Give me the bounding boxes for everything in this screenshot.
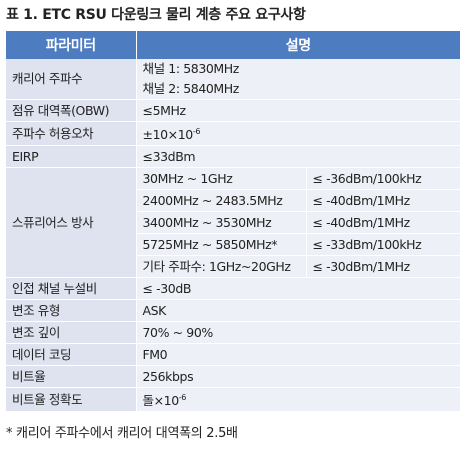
spurious-limit: ≤ -36dBm/100kHz	[306, 167, 460, 190]
header-desc: 설명	[136, 31, 460, 59]
param-bitrate: 비트율	[6, 365, 137, 388]
value-modtype: ASK	[136, 299, 460, 322]
value-obw: ≤5MHz	[136, 99, 460, 122]
param-obw: 점유 대역폭(OBW)	[6, 99, 137, 122]
carrier-channel-1: 채널 1: 5830MHz	[142, 61, 240, 76]
table-row: 주파수 허용오차 ±10×10-6	[6, 121, 460, 146]
spurious-range: 2400MHz ~ 2483.5MHz	[136, 189, 307, 212]
carrier-channel-2: 채널 2: 5840MHz	[142, 81, 240, 96]
table-row: 변조 깊이 70% ~ 90%	[6, 321, 460, 344]
table-row: EIRP ≤33dBm	[6, 145, 460, 168]
param-tolerance: 주파수 허용오차	[6, 121, 137, 146]
table-row: 비트율 256kbps	[6, 365, 460, 388]
table-caption: 표 1. ETC RSU 다운링크 물리 계층 주요 요구사항	[6, 7, 306, 23]
param-bitacc: 비트율 정확도	[6, 387, 137, 412]
table-row: 인접 채널 누설비 ≤ -30dB	[6, 277, 460, 300]
param-modtype: 변조 유형	[6, 299, 137, 322]
header-param: 파라미터	[6, 31, 137, 59]
table-row: 비트율 정확도 돌×10-6	[6, 387, 460, 412]
table-row: 2400MHz ~ 2483.5MHz ≤ -40dBm/1MHz	[6, 189, 460, 212]
table-header-row: 파라미터 설명	[6, 31, 460, 59]
param-carrier: 캐리어 주파수	[6, 59, 137, 100]
table-row: 점유 대역폭(OBW) ≤5MHz	[6, 99, 460, 122]
value-carrier: 채널 1: 5830MHz 채널 2: 5840MHz	[136, 59, 460, 100]
spurious-range: 기타 주파수: 1GHz~20GHz	[136, 255, 307, 278]
value-coding: FM0	[136, 343, 460, 366]
spurious-limit: ≤ -40dBm/1MHz	[306, 189, 460, 212]
param-acl: 인접 채널 누설비	[6, 277, 137, 300]
param-coding: 데이터 코딩	[6, 343, 137, 366]
table-row: 5725MHz ~ 5850MHz* ≤ -33dBm/100kHz	[6, 233, 460, 256]
table-footnote: * 캐리어 주파수에서 캐리어 대역폭의 2.5배	[6, 426, 238, 441]
tolerance-base: ±10×10	[142, 127, 194, 142]
requirements-table: 파라미터 설명 캐리어 주파수 채널 1: 5830MHz 채널 2: 5840…	[6, 31, 460, 412]
table-row: 기타 주파수: 1GHz~20GHz ≤ -30dBm/1MHz	[6, 255, 460, 278]
table-row: 3400MHz ~ 3530MHz ≤ -40dBm/1MHz	[6, 211, 460, 234]
table-row: 스퓨리어스 방사 30MHz ~ 1GHz ≤ -36dBm/100kHz	[6, 167, 460, 278]
spurious-range: 3400MHz ~ 3530MHz	[136, 211, 307, 234]
spurious-limit: ≤ -40dBm/1MHz	[306, 211, 460, 234]
param-moddepth: 변조 깊이	[6, 321, 137, 344]
spurious-range: 30MHz ~ 1GHz	[136, 167, 307, 190]
value-bitacc: 돌×10-6	[136, 387, 460, 412]
bitacc-exponent: -6	[178, 393, 187, 402]
value-bitrate: 256kbps	[136, 365, 460, 388]
param-eirp: EIRP	[6, 145, 137, 168]
bitacc-base: 돌×10	[142, 393, 180, 408]
table-row: 캐리어 주파수 채널 1: 5830MHz 채널 2: 5840MHz	[6, 59, 460, 100]
value-tolerance: ±10×10-6	[136, 121, 460, 146]
value-eirp: ≤33dBm	[136, 145, 460, 168]
spurious-range: 5725MHz ~ 5850MHz*	[136, 233, 307, 256]
param-spurious: 스퓨리어스 방사	[6, 167, 137, 278]
table-row: 변조 유형 ASK	[6, 299, 460, 322]
tolerance-exponent: -6	[192, 127, 201, 136]
spurious-limit: ≤ -30dBm/1MHz	[306, 255, 460, 278]
spurious-limit: ≤ -33dBm/100kHz	[306, 233, 460, 256]
table-row: 데이터 코딩 FM0	[6, 343, 460, 366]
value-moddepth: 70% ~ 90%	[136, 321, 460, 344]
value-acl: ≤ -30dB	[136, 277, 460, 300]
